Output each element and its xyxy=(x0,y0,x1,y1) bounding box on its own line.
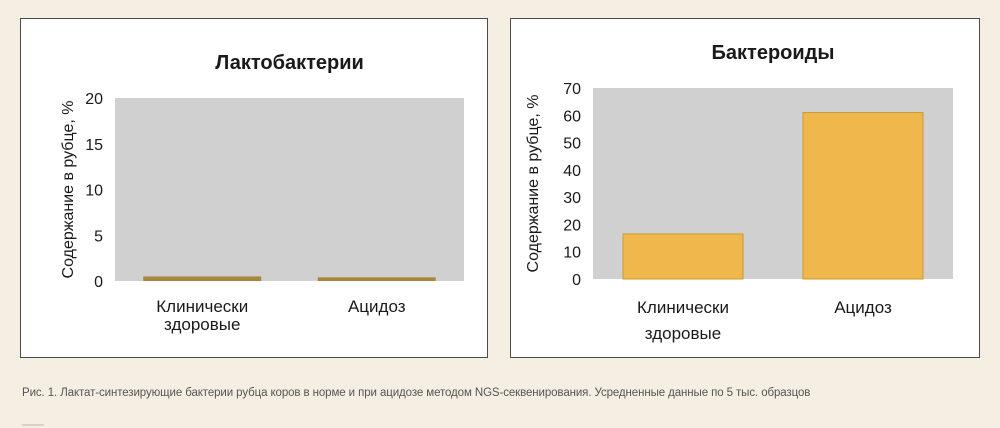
chart-lactobacteria: Лактобактерии 0 5 10 15 20 Содержание в рубце,… xyxy=(60,52,464,334)
x-tick-label: здоровые xyxy=(645,324,721,343)
y-tick-label: 70 xyxy=(563,81,581,98)
y-tick-label: 20 xyxy=(563,217,581,234)
y-tick-label: 10 xyxy=(563,245,581,262)
y-axis-label: Содержание в рубце, % xyxy=(60,101,77,279)
x-tick-label: Ацидоз xyxy=(348,297,406,316)
y-axis-label: Содержание в рубце, % xyxy=(525,95,542,273)
y-tick-label: 40 xyxy=(563,163,581,180)
chart-title: Лактобактерии xyxy=(215,52,364,74)
chart-title: Бактероиды xyxy=(712,42,835,64)
chart-panel-bacteroides: Бактероиды 0 10 20 30 40 50 60 70 Содержание в ру… xyxy=(510,18,980,358)
y-tick-label: 60 xyxy=(563,108,581,125)
x-tick-label: Клинически xyxy=(637,298,729,317)
x-tick-label: здоровые xyxy=(164,315,240,334)
figure-caption: Рис. 1. Лактат-синтезирующие бактерии ру… xyxy=(22,387,811,399)
bar xyxy=(802,112,924,280)
y-tick-label: 0 xyxy=(572,272,581,289)
chart-panel-lactobacteria: Лактобактерии 0 5 10 15 20 Содержание в рубце,… xyxy=(20,18,488,358)
y-tick-label: 50 xyxy=(563,136,581,153)
y-tick-label: 0 xyxy=(94,274,103,291)
y-tick-label: 20 xyxy=(85,91,103,108)
chart-bacteroides: Бактероиды 0 10 20 30 40 50 60 70 Содержание в ру… xyxy=(525,42,953,343)
bar xyxy=(317,277,436,281)
bar xyxy=(622,233,744,280)
y-tick-label: 30 xyxy=(563,190,581,207)
x-tick-label: Ацидоз xyxy=(834,298,892,317)
y-tick-label: 15 xyxy=(85,137,103,154)
divider xyxy=(22,424,44,426)
plot-area xyxy=(115,98,464,281)
x-tick-label: Клинически xyxy=(156,297,248,316)
y-tick-label: 5 xyxy=(94,228,103,245)
y-tick-label: 10 xyxy=(85,183,103,200)
bar xyxy=(143,276,262,281)
